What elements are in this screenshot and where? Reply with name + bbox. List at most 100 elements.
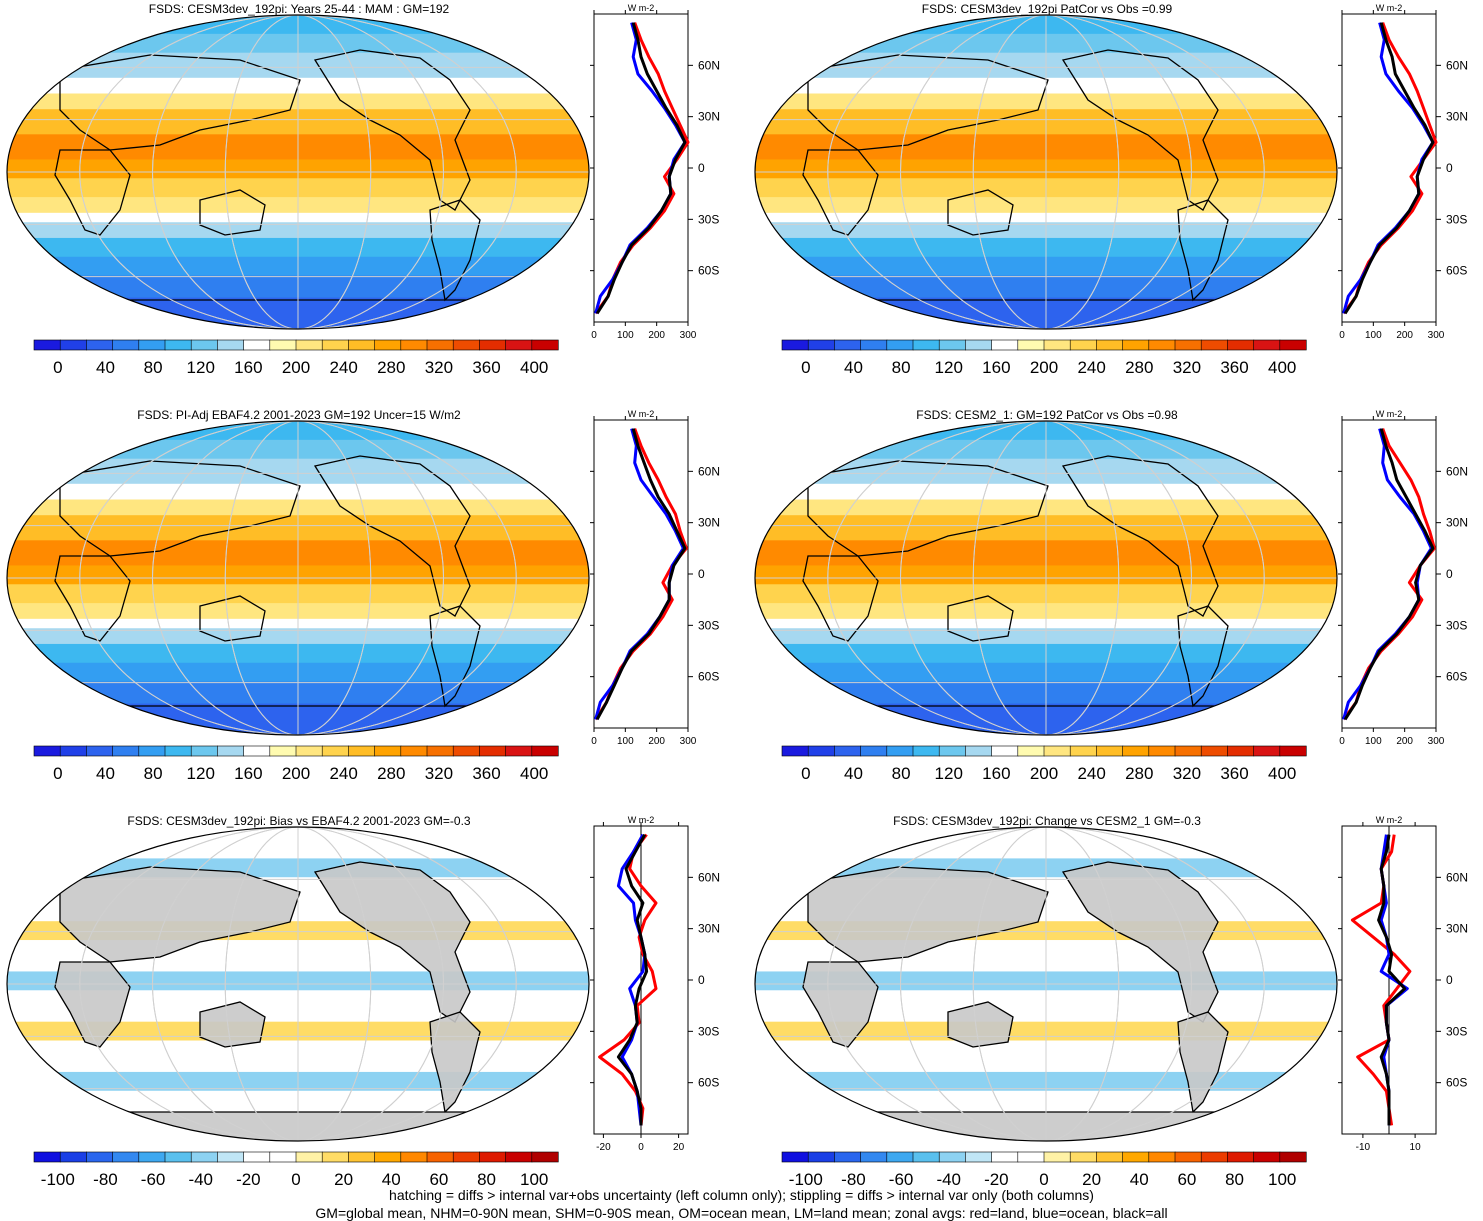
top-left-colorbar-tick: 280 <box>377 358 405 377</box>
top-left-colorbar-swatch <box>400 339 428 351</box>
middle-left-colorbar-tick: 280 <box>377 764 405 783</box>
top-left-colorbar-swatch <box>243 339 271 351</box>
middle-left-land-3 <box>54 555 131 642</box>
top-right-land-2 <box>807 54 1049 151</box>
top-left-colorbar-tick: 160 <box>234 358 262 377</box>
middle-right-colorbar-tick: 40 <box>844 764 863 783</box>
top-left-zonal-x-tick: 300 <box>680 330 697 341</box>
bottom-left-colorbar-swatch <box>243 1151 271 1163</box>
bottom-left-colorbar-swatch <box>138 1151 166 1163</box>
top-left-zonal-x-tick: 200 <box>648 330 665 341</box>
bottom-right-panel: -100 -80 -60 -40 -20 0 20 40 60 80 100 W m-2 60N 30N 0… <box>754 815 1468 1189</box>
middle-left-land-2 <box>59 460 301 557</box>
middle-left-colorbar-tick: 200 <box>282 764 310 783</box>
middle-left-colorbar-swatch <box>479 745 507 757</box>
middle-right-colorbar-tick: 80 <box>892 764 911 783</box>
middle-left-zonal-lat-tick: 0 <box>698 567 705 581</box>
bottom-right-colorbar-swatch <box>781 1151 809 1163</box>
top-right-colorbar-tick: 0 <box>801 358 810 377</box>
bottom-left-colorbar: -100 -80 -60 -40 -20 0 20 40 60 80 100 <box>33 1151 559 1189</box>
top-left-colorbar-swatch <box>269 339 297 351</box>
top-right-colorbar-tick: 320 <box>1173 358 1201 377</box>
middle-left-colorbar-tick: 320 <box>425 764 453 783</box>
middle-right-zonal-plot: W m-2 60N 30N 0 30S 60S 0 100 200 300 <box>1338 409 1468 747</box>
top-right-colorbar-tick: 240 <box>1077 358 1105 377</box>
middle-left-colorbar-swatch <box>400 745 428 757</box>
bottom-right-colorbar-swatch <box>1174 1151 1202 1163</box>
bottom-left-colorbar-swatch <box>269 1151 297 1163</box>
bottom-right-colorbar-tick: -60 <box>889 1170 914 1189</box>
middle-left-title: FSDS: PI-Adj EBAF4.2 2001-2023 GM=192 Un… <box>137 408 461 422</box>
bottom-right-colorbar-tick: -20 <box>984 1170 1009 1189</box>
top-left-colorbar-swatch <box>426 339 454 351</box>
bottom-right-colorbar-swatch <box>1227 1151 1255 1163</box>
top-right-colorbar-swatch <box>1017 339 1045 351</box>
middle-right-colorbar-swatch <box>938 745 966 757</box>
bottom-left-zonal-line-all <box>616 833 649 1126</box>
top-left-colorbar: 0 40 80 120 160 200 240 280 320 360 400 <box>33 339 559 377</box>
middle-right-colorbar-tick: 400 <box>1268 764 1296 783</box>
top-right-colorbar-swatch <box>1148 339 1176 351</box>
bottom-right-zonal-lat-tick: 0 <box>1446 973 1453 987</box>
bottom-left-zonal-lat-tick: 0 <box>698 973 705 987</box>
bottom-right-zonal-line-all <box>1377 834 1407 1126</box>
top-right-panel: 0 40 80 120 160 200 240 280 320 360 400 W m-2 60N 30N… <box>754 3 1468 377</box>
top-left-zonal-lat-tick: 60N <box>698 58 720 72</box>
bottom-right-title: FSDS: CESM3dev_192pi: Change vs CESM2_1 … <box>893 814 1201 828</box>
top-right-colorbar-swatch <box>965 339 993 351</box>
top-left-colorbar-swatch <box>321 339 350 351</box>
bottom-right-land-3 <box>802 961 879 1048</box>
bottom-right-zonal-lat-tick: 30S <box>1446 1024 1467 1038</box>
top-right-colorbar-swatch <box>834 339 862 351</box>
top-right-zonal-lat-tick: 60S <box>1446 264 1467 278</box>
middle-left-colorbar-swatch <box>531 745 559 757</box>
bottom-left-colorbar-swatch <box>479 1151 507 1163</box>
top-right-colorbar-swatch <box>1122 339 1150 351</box>
top-right-colorbar-tick: 200 <box>1030 358 1058 377</box>
bottom-right-colorbar-swatch <box>886 1151 914 1163</box>
bottom-left-colorbar-swatch <box>164 1151 192 1163</box>
bottom-right-zonal-lat-tick: 60N <box>1446 870 1468 884</box>
top-right-zonal-lat-tick: 60N <box>1446 58 1468 72</box>
bottom-left-colorbar-swatch <box>531 1151 559 1163</box>
top-left-colorbar-swatch <box>190 339 218 351</box>
top-left-land-4 <box>199 189 266 236</box>
middle-right-land-1 <box>1177 605 1229 708</box>
top-left-colorbar-tick: 0 <box>53 358 62 377</box>
middle-left-colorbar-tick: 0 <box>53 764 62 783</box>
bottom-right-land-4 <box>947 1001 1014 1048</box>
middle-right-zonal-lat-tick: 60S <box>1446 670 1467 684</box>
top-left-colorbar-swatch <box>348 339 376 351</box>
footer-line-2: GM=global mean, NHM=0-90N mean, SHM=0-90… <box>315 1205 1168 1221</box>
bottom-right-land-5 <box>767 1111 1329 1141</box>
bottom-left-colorbar-tick: -80 <box>93 1170 118 1189</box>
bottom-left-colorbar-tick: -60 <box>141 1170 166 1189</box>
middle-right-panel: 0 40 80 120 160 200 240 280 320 360 400 W m-2 60N 30N… <box>754 409 1468 783</box>
top-right-zonal-unit: W m-2 <box>1376 3 1403 13</box>
top-left-colorbar-tick: 240 <box>329 358 357 377</box>
bottom-left-colorbar-swatch <box>112 1151 140 1163</box>
top-left-colorbar-swatch <box>59 339 88 351</box>
bottom-left-colorbar-swatch <box>33 1151 61 1163</box>
top-left-land-3 <box>54 149 131 236</box>
middle-right-colorbar-swatch <box>886 745 914 757</box>
bottom-right-colorbar-tick: -80 <box>841 1170 866 1189</box>
top-left-colorbar-swatch <box>374 339 402 351</box>
top-right-colorbar-swatch <box>1096 339 1124 351</box>
top-left-title: FSDS: CESM3dev_192pi: Years 25-44 : MAM … <box>148 2 450 16</box>
middle-left-colorbar-swatch <box>190 745 218 757</box>
bottom-right-zonal-plot: W m-2 60N 30N 0 30S 60S -10 10 <box>1338 815 1468 1153</box>
middle-right-land-2 <box>807 460 1049 557</box>
top-right-colorbar-swatch <box>1043 339 1071 351</box>
middle-right-zonal-line-all <box>1343 428 1435 721</box>
middle-right-colorbar-tick: 0 <box>801 764 810 783</box>
top-left-land-2 <box>59 54 301 151</box>
top-right-colorbar-tick: 120 <box>935 358 963 377</box>
middle-right-colorbar-swatch <box>860 745 888 757</box>
top-left-zonal-lat-tick: 30S <box>698 212 719 226</box>
top-right-colorbar-swatch <box>912 339 940 351</box>
middle-right-colorbar-tick: 320 <box>1173 764 1201 783</box>
middle-left-zonal-line-all <box>595 428 687 721</box>
middle-right-colorbar-swatch <box>1279 745 1307 757</box>
top-right-zonal-lat-tick: 30S <box>1446 212 1467 226</box>
